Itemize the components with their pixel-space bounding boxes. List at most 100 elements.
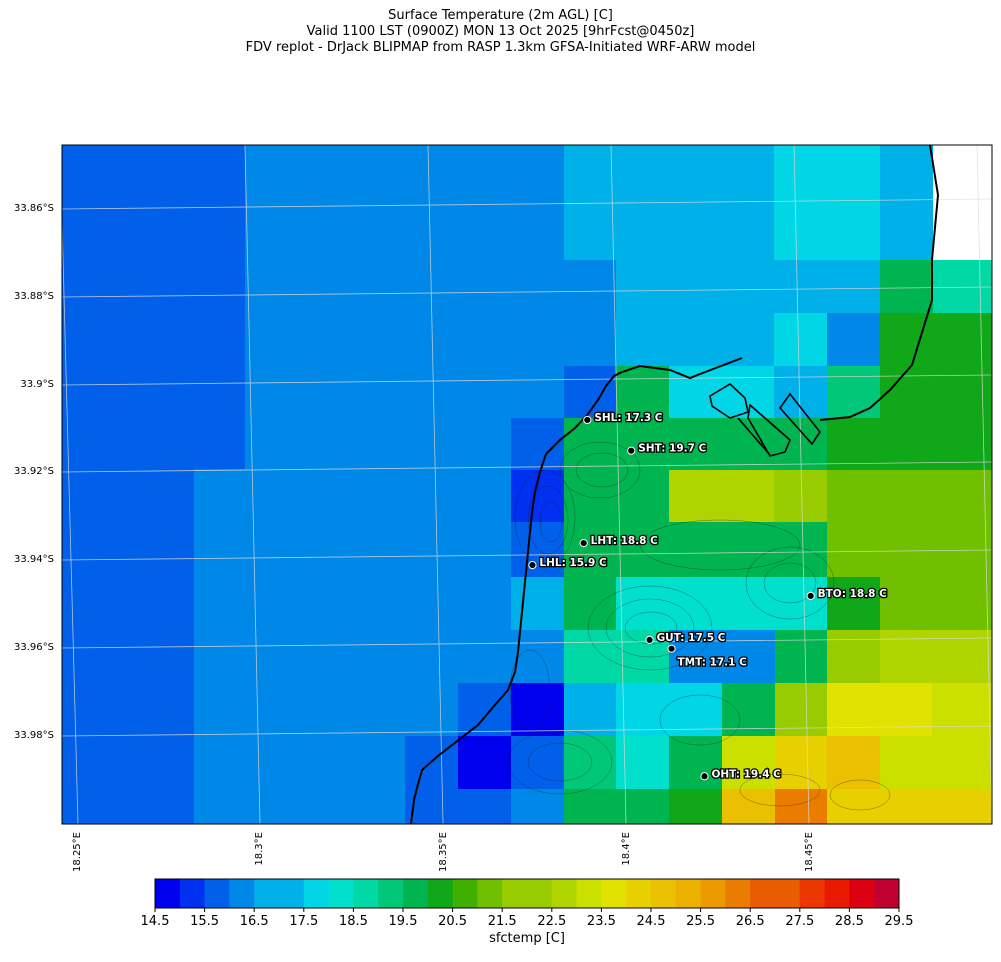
temperature-cell [564, 630, 616, 683]
colorbar-bin [824, 879, 850, 908]
colorbar: 14.5 15.5 16.5 17.5 18.5 19.5 20.5 21.5 22.5 23.5… [141, 878, 913, 946]
station-marker-oht [700, 772, 709, 781]
temperature-cell [616, 260, 774, 366]
temperature-cell [775, 736, 827, 789]
temperature-cell [880, 260, 933, 313]
temperature-cell [669, 736, 722, 789]
temperature-cell [775, 630, 827, 683]
temperature-cell [564, 418, 616, 470]
temperature-cell [880, 205, 933, 260]
temperature-cell [564, 683, 616, 736]
longitude-label: 18.3°E [254, 832, 265, 866]
temperature-cell [932, 683, 992, 736]
colorbar-tick-label: 25.5 [686, 914, 715, 929]
temperature-cell [564, 470, 669, 522]
colorbar-bin [452, 879, 478, 908]
temperature-cell [669, 577, 827, 630]
station-marker-lhl [528, 561, 537, 570]
terrain-contours [507, 441, 891, 811]
temperature-cell [564, 736, 616, 789]
temperature-cell [722, 630, 775, 683]
temperature-cell [62, 145, 245, 469]
colorbar-tick-label: 24.5 [637, 914, 666, 929]
temperature-cell [722, 736, 775, 789]
colorbar-tick-label: 18.5 [339, 914, 368, 929]
temperature-cell [564, 366, 616, 418]
colorbar-bin [601, 879, 627, 908]
colorbar-bin [254, 879, 280, 908]
map-title-line-1: Surface Temperature (2m AGL) [C] [388, 8, 613, 23]
colorbar-bin [279, 879, 305, 908]
temperature-cell [564, 789, 669, 824]
station-label-bto: BTO: 18.8 C [818, 588, 888, 600]
temperature-cell [616, 577, 669, 630]
temperature-cell [775, 789, 827, 824]
colorbar-frame [154, 878, 900, 909]
station-markers: SHL: 17.3 C SHT: 19.7 C LHT: 18.8 C LHL: 15… [528, 411, 888, 782]
graticule [62, 145, 992, 824]
temperature-cell [669, 366, 774, 418]
map-area: SHL: 17.3 C SHT: 19.7 C LHT: 18.8 C LHL: 15… [62, 145, 992, 824]
latitude-label: 33.9°S [20, 379, 54, 390]
colorbar-tick-label: 23.5 [587, 914, 616, 929]
temperature-cell [616, 683, 722, 736]
colorbar-bin [328, 879, 354, 908]
latitude-label: 33.96°S [14, 642, 54, 653]
temperature-cell [669, 470, 774, 522]
station-marker-lht [579, 539, 588, 548]
temperature-cell [827, 577, 880, 630]
colorbar-bin [874, 879, 900, 908]
colorbar-tick-label: 16.5 [240, 914, 269, 929]
colorbar-tick-label: 15.5 [190, 914, 219, 929]
station-label-gut: GUT: 17.5 C [657, 632, 726, 644]
temperature-cell [880, 522, 992, 577]
station-label-lhl: LHL: 15.9 C [539, 557, 607, 569]
colorbar-tick-label: 28.5 [835, 914, 864, 929]
temperature-cell [827, 683, 932, 736]
colorbar-tick-label: 26.5 [736, 914, 765, 929]
station-label-sht: SHT: 19.7 C [638, 443, 706, 455]
temperature-cell [774, 205, 880, 260]
temperature-cell [564, 522, 616, 577]
temperature-cell [774, 313, 827, 366]
temperature-cell [880, 313, 992, 418]
colorbar-bin [179, 879, 205, 908]
temperature-cell [405, 789, 511, 824]
map-frame [61, 144, 993, 825]
temperature-cell [933, 260, 992, 313]
temperature-cell [511, 683, 564, 736]
colorbar-bin [576, 879, 602, 908]
station-marker-bto [806, 591, 815, 601]
temperature-cell [827, 789, 992, 824]
colorbar-bin [651, 879, 677, 908]
temperature-cell [827, 366, 880, 418]
temperature-cell [616, 522, 669, 577]
colorbar-tick-label: 27.5 [785, 914, 814, 929]
colorbar-bin [477, 879, 503, 908]
colorbar-bin [427, 879, 453, 908]
colorbar-tick-label: 19.5 [389, 914, 418, 929]
temperature-cell [616, 418, 669, 470]
colorbar-bin [403, 879, 429, 908]
latitude-label: 33.98°S [14, 730, 54, 741]
longitude-labels: 18.25°E 18.3°E 18.35°E 18.4°E 18.45°E [72, 832, 815, 872]
temperature-cell [827, 418, 992, 470]
latitude-label: 33.94°S [14, 554, 54, 565]
colorbar-bin [502, 879, 528, 908]
colorbar-tick-label: 17.5 [289, 914, 318, 929]
coastline [410, 145, 940, 824]
temperature-cells [62, 145, 992, 824]
colorbar-bin [353, 879, 379, 908]
temperature-cell [564, 577, 616, 630]
temperature-cell [511, 789, 564, 824]
temperature-cell [564, 260, 616, 366]
temperature-cell [774, 470, 827, 522]
map-title-line-2: Valid 1100 LST (0900Z) MON 13 Oct 2025 [… [306, 24, 695, 39]
latitude-label: 33.92°S [14, 466, 54, 477]
temperature-cell [511, 577, 564, 630]
temperature-cell [827, 313, 880, 366]
temperature-cell [511, 470, 564, 522]
station-label-lht: LHT: 18.8 C [591, 535, 658, 547]
temperature-cell [511, 736, 564, 789]
